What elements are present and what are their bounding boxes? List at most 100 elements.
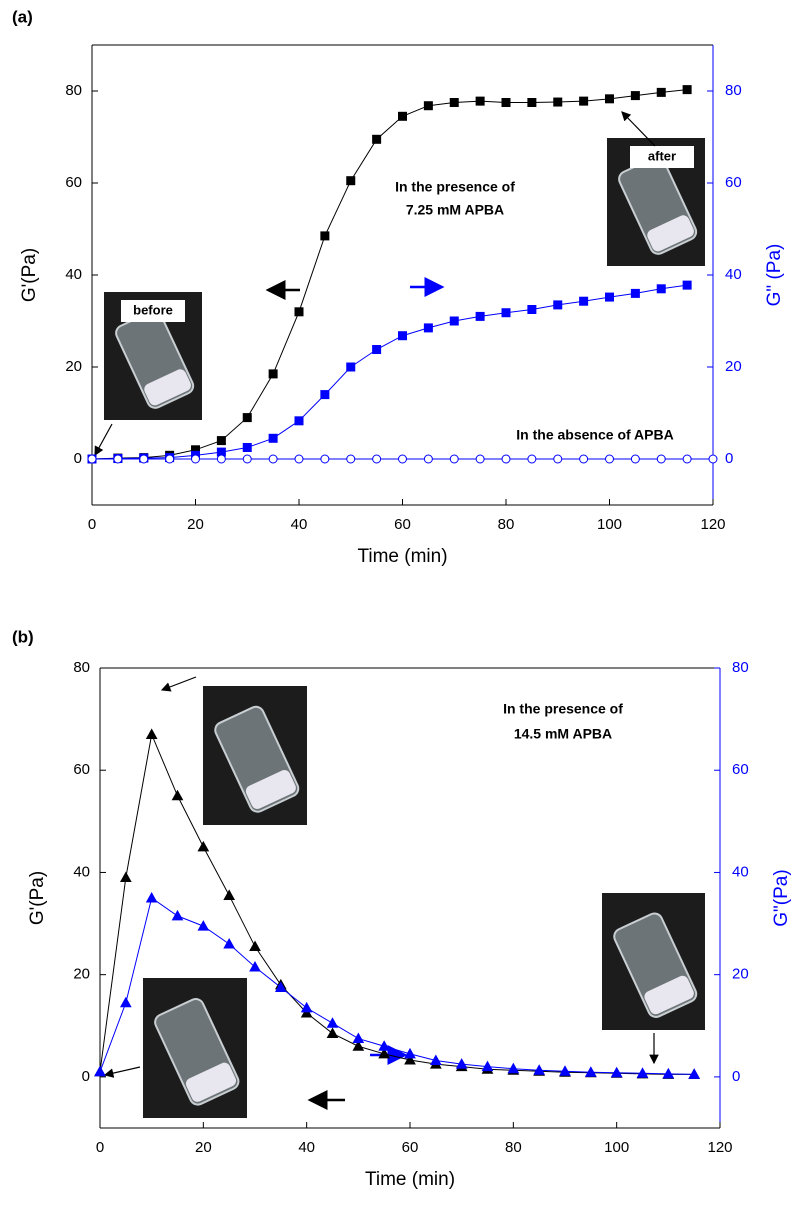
marker: [481, 1060, 494, 1072]
marker: [605, 454, 614, 464]
marker: [630, 288, 640, 298]
marker: [533, 1064, 546, 1075]
arrow: [160, 676, 197, 692]
marker: [475, 454, 485, 464]
marker: [656, 87, 666, 97]
y-tick-label: 20: [65, 358, 82, 375]
marker: [656, 454, 666, 464]
marker: [404, 1053, 416, 1065]
y-tick-label: 40: [65, 266, 82, 283]
marker: [559, 1065, 571, 1076]
marker: [223, 889, 236, 900]
marker: [191, 454, 200, 464]
y-tick-label: 0: [82, 1068, 90, 1085]
marker: [455, 1058, 468, 1069]
marker: [346, 176, 356, 186]
marker: [346, 362, 356, 372]
x-tick-label: 120: [707, 1139, 732, 1156]
x-axis-title: Time (min): [357, 546, 447, 567]
y2-tick-label: 40: [725, 266, 742, 283]
marker: [662, 1067, 675, 1079]
y2-axis-title: G"(Pa): [771, 869, 792, 926]
photo-label: after: [648, 148, 676, 163]
marker: [449, 316, 459, 326]
marker: [553, 454, 563, 464]
marker: [527, 98, 537, 107]
x-tick-label: 120: [700, 516, 725, 533]
annotation: 7.25 mM APBA: [406, 202, 504, 218]
y-tick-label: 40: [73, 863, 90, 880]
vial-content: [245, 770, 296, 809]
marker: [398, 331, 407, 341]
y-tick-label: 60: [73, 761, 90, 778]
marker: [320, 454, 330, 464]
marker: [553, 97, 563, 107]
vial-content: [644, 975, 694, 1015]
annotation: 14.5 mM APBA: [514, 726, 612, 742]
marker: [372, 454, 382, 464]
marker: [501, 98, 511, 107]
x-tick-label: 80: [498, 516, 515, 533]
marker: [294, 454, 304, 464]
marker: [216, 436, 226, 446]
marker: [682, 280, 692, 290]
marker: [404, 1047, 416, 1059]
marker: [610, 1066, 623, 1078]
marker: [527, 305, 537, 314]
y2-tick-label: 40: [732, 863, 749, 880]
x-tick-label: 40: [291, 516, 308, 533]
annotation: In the presence of: [395, 179, 515, 195]
x-tick-label: 60: [402, 1139, 419, 1156]
marker: [223, 937, 236, 949]
marker: [475, 96, 485, 106]
marker: [171, 909, 184, 921]
marker: [656, 284, 666, 294]
marker: [326, 1027, 339, 1038]
annotation: In the presence of: [503, 701, 623, 717]
annotation: In the absence of APBA: [516, 427, 673, 443]
y-tick-label: 80: [73, 659, 90, 676]
marker: [197, 920, 210, 931]
series-line: [99, 897, 695, 1075]
marker: [94, 1065, 106, 1077]
marker: [294, 416, 304, 426]
x-tick-label: 80: [505, 1139, 522, 1156]
marker: [423, 454, 433, 464]
panel-label: (b): [12, 627, 34, 646]
marker: [475, 311, 485, 321]
marker: [268, 433, 278, 443]
marker: [171, 789, 184, 801]
x-tick-label: 60: [394, 516, 411, 533]
marker: [346, 454, 356, 464]
x-tick-label: 100: [604, 1139, 629, 1156]
marker: [507, 1062, 520, 1074]
marker: [268, 369, 278, 379]
marker: [579, 454, 589, 464]
x-tick-label: 40: [298, 1139, 315, 1156]
marker: [378, 1047, 391, 1059]
marker: [398, 454, 407, 464]
marker: [501, 454, 511, 464]
x-tick-label: 0: [96, 1139, 104, 1156]
marker: [216, 454, 226, 464]
y2-axis-title: G" (Pa): [764, 244, 785, 307]
marker: [372, 345, 382, 355]
vial-content: [185, 1062, 237, 1102]
arrow: [103, 1066, 141, 1078]
marker: [605, 292, 614, 302]
y-tick-label: 0: [74, 450, 82, 467]
y2-tick-label: 20: [732, 966, 749, 983]
marker: [119, 871, 132, 883]
marker: [242, 443, 252, 452]
y-axis-title: G'(Pa): [19, 248, 40, 302]
y-tick-label: 20: [73, 966, 90, 983]
marker: [352, 1040, 365, 1051]
marker: [352, 1032, 365, 1044]
marker: [429, 1054, 442, 1066]
marker: [553, 300, 563, 310]
vial-content: [144, 369, 191, 406]
marker: [165, 454, 175, 464]
marker: [145, 891, 158, 903]
marker: [249, 960, 261, 972]
x-tick-label: 20: [195, 1139, 212, 1156]
